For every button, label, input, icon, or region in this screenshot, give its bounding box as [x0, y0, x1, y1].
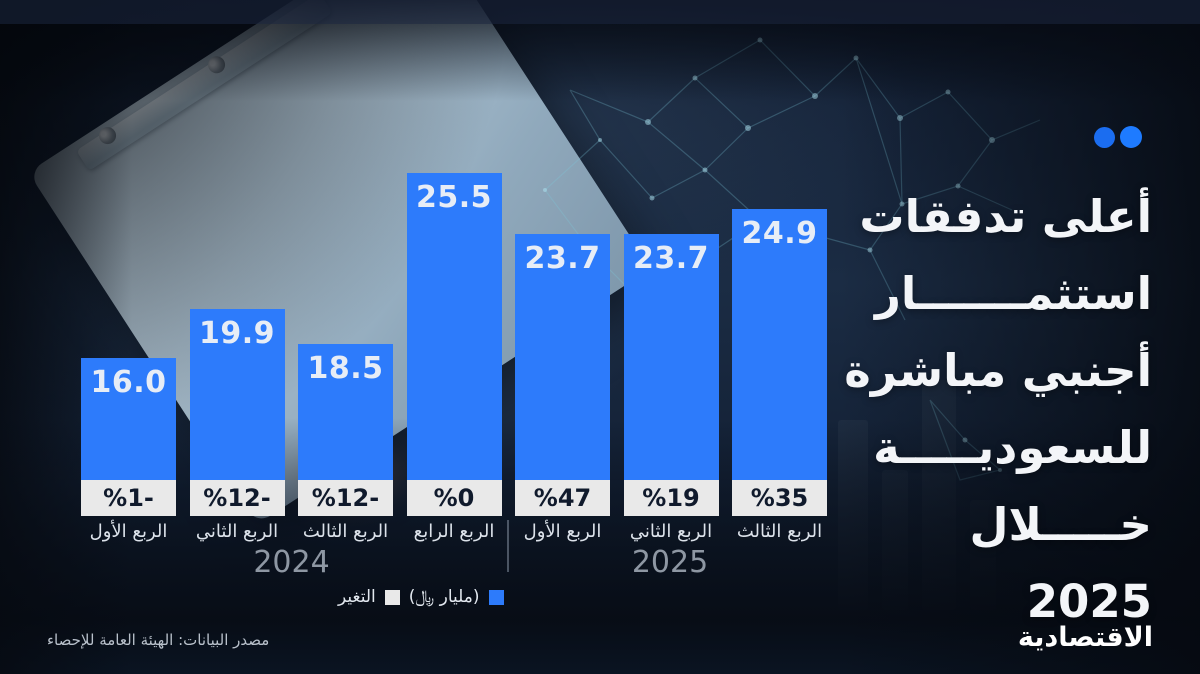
top-band — [0, 0, 1200, 24]
quarter-label: الربع الثاني — [629, 521, 713, 542]
brand-dots-icon — [1094, 126, 1142, 148]
change-box: %12- — [189, 480, 285, 516]
bar: 24.9 — [732, 209, 827, 480]
change-value: %35 — [750, 484, 809, 512]
change-box: %35 — [732, 480, 827, 516]
bar-value-label: 16.0 — [90, 365, 167, 400]
bar-group-q1-2025: 23.7 %47 — [515, 234, 610, 516]
bar-value-label: 24.9 — [741, 216, 818, 251]
headline-line: خـــــلال 2025 — [969, 498, 1152, 628]
bar-value-label: 23.7 — [524, 241, 601, 276]
change-value: %47 — [533, 484, 592, 512]
brand-dot-right — [1120, 126, 1142, 148]
bar-group-q2-2024: 19.9 %12- — [189, 309, 285, 516]
year-divider-line — [507, 520, 509, 572]
bar: 19.9 — [189, 309, 285, 480]
bar: 25.5 — [406, 173, 502, 480]
change-value: %0 — [433, 484, 475, 512]
bar-group-q3-2025: 24.9 %35 — [732, 209, 827, 516]
change-box: %0 — [406, 480, 502, 516]
bar-value-label: 19.9 — [198, 316, 276, 351]
legend-label-change: التغير — [338, 587, 376, 607]
quarter-label: الربع الثاني — [195, 521, 279, 542]
bar-group-q2-2025: 23.7 %19 — [623, 234, 719, 516]
headline: أعلى تدفقات استثمـــــــار أجنبي مباشرة … — [832, 178, 1152, 640]
year-label-2024: 2024 — [253, 545, 330, 580]
chart-legend: (مليار ﷼) التغير — [338, 587, 504, 607]
headline-line: للسعوديـــــة — [873, 421, 1152, 474]
bar-value-label: 25.5 — [415, 180, 493, 215]
bar-value-label: 18.5 — [307, 351, 384, 386]
headline-line: أعلى تدفقات — [859, 190, 1152, 243]
quarter-label: الربع الرابع — [413, 521, 495, 542]
bar-group-q3-2024: 18.5 %12- — [298, 344, 393, 516]
bar-value-label: 23.7 — [632, 241, 710, 276]
x-axis-labels: الربع الأول الربع الثاني الربع الثالث ال… — [81, 521, 827, 542]
quarter-label: الربع الثالث — [736, 521, 823, 542]
headline-line: أجنبي مباشرة — [844, 344, 1152, 397]
change-box: %1- — [81, 480, 176, 516]
quarter-label: الربع الأول — [89, 521, 168, 542]
change-box: %12- — [298, 480, 393, 516]
change-box: %19 — [623, 480, 719, 516]
headline-line: استثمـــــــار — [874, 267, 1152, 320]
bar: 18.5 — [298, 344, 393, 480]
brand-dot-left — [1094, 126, 1115, 148]
data-source-note: مصدر البيانات: الهيئة العامة للإحصاء — [47, 631, 270, 649]
change-value: %12- — [311, 484, 380, 512]
bar: 23.7 — [623, 234, 719, 480]
bar: 23.7 — [515, 234, 610, 480]
legend-swatch-change — [384, 589, 400, 605]
change-value: %19 — [642, 484, 700, 512]
bar-group-q4-2024: 25.5 %0 — [406, 173, 502, 516]
year-label-2025: 2025 — [631, 545, 709, 580]
legend-label-billion: (مليار ﷼) — [408, 587, 480, 607]
change-value: %1- — [103, 484, 154, 512]
quarter-label: الربع الثالث — [302, 521, 389, 542]
change-value: %12- — [203, 484, 271, 512]
bar-chart: 16.0 %1- 19.9 %12- 18.5 %12- 25.5 — [81, 0, 827, 516]
legend-swatch-billion — [488, 589, 504, 605]
change-box: %47 — [515, 480, 610, 516]
publisher-logo: الاقتصادية — [1017, 622, 1153, 653]
bar: 16.0 — [81, 358, 176, 480]
bar-group-q1-2024: 16.0 %1- — [81, 358, 176, 516]
quarter-label: الربع الأول — [523, 521, 602, 542]
